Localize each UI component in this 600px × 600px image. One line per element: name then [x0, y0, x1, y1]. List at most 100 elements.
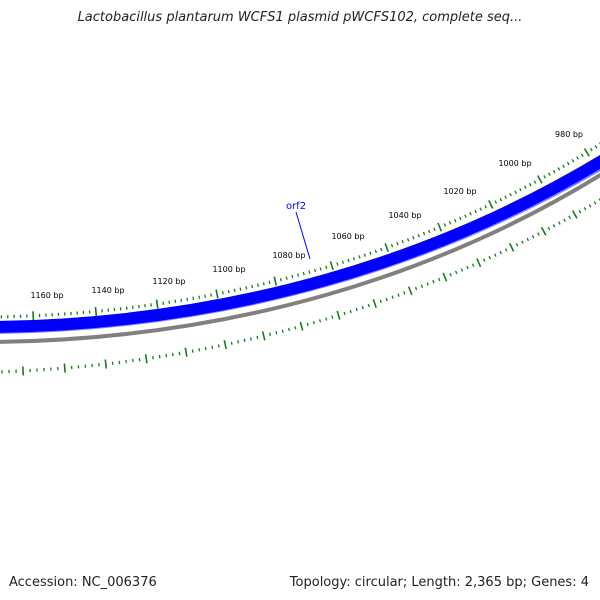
minor-tick [186, 297, 189, 302]
minor-tick [578, 209, 582, 214]
major-tick [508, 242, 515, 252]
minor-tick [331, 315, 334, 319]
minor-tick [233, 288, 236, 293]
minor-tick [363, 253, 367, 257]
minor-tick [488, 255, 491, 260]
minor-tick [484, 205, 487, 209]
minor-tick [251, 284, 254, 289]
minor-tick [243, 338, 246, 343]
minor-tick [210, 293, 213, 297]
major-tick [144, 354, 148, 364]
minor-tick [262, 282, 265, 286]
minor-tick [562, 164, 565, 168]
minor-tick [221, 291, 224, 295]
minor-tick [390, 243, 394, 248]
minor-tick [198, 348, 201, 352]
minor-tick [319, 267, 322, 271]
minor-tick [568, 215, 572, 220]
tick-label-1120: 1120 bp [152, 277, 185, 286]
minor-tick [403, 291, 406, 295]
minor-tick [152, 355, 154, 360]
minor-tick [291, 274, 294, 279]
minor-tick [397, 293, 400, 297]
major-tick [261, 331, 266, 341]
major-tick [540, 226, 547, 236]
tick-label-1000: 1000 bp [498, 159, 531, 168]
minor-tick [158, 354, 161, 359]
minor-tick [279, 277, 283, 282]
minor-tick [217, 344, 220, 348]
minor-tick [432, 280, 435, 284]
tick-label-980: 980 bp [555, 130, 583, 139]
minor-tick [417, 233, 420, 238]
minor-tick [433, 227, 436, 232]
major-tick [437, 222, 443, 232]
summary-label: Topology: circular; Length: 2,365 bp; Ge… [289, 575, 589, 590]
minor-tick [448, 221, 452, 225]
major-tick [215, 289, 219, 299]
minor-tick [576, 156, 579, 160]
minor-tick [198, 295, 201, 299]
minor-tick [414, 286, 418, 291]
minor-tick [455, 270, 458, 275]
minor-tick [174, 299, 177, 304]
minor-tick [427, 229, 431, 234]
minor-tick [466, 265, 469, 270]
major-tick [63, 363, 66, 373]
tick-label-1080: 1080 bp [272, 251, 305, 260]
minor-tick [531, 235, 535, 239]
minor-tick [191, 349, 194, 353]
feature-band-shadow [0, 166, 600, 334]
minor-tick [594, 145, 598, 149]
minor-tick [379, 299, 382, 304]
minor-tick [406, 237, 410, 242]
minor-tick [268, 280, 271, 285]
minor-tick [256, 335, 259, 340]
minor-tick [325, 265, 328, 269]
minor-tick [367, 303, 370, 308]
major-tick [223, 340, 227, 350]
minor-tick [464, 214, 467, 218]
minor-tick [361, 305, 364, 310]
minor-tick [336, 262, 339, 266]
minor-tick [521, 240, 524, 244]
minor-tick [165, 353, 168, 358]
minor-tick [471, 263, 475, 267]
minor-tick [443, 223, 447, 227]
minor-tick [168, 300, 171, 304]
minor-tick [325, 317, 328, 321]
major-tick [184, 347, 188, 357]
minor-tick [547, 226, 551, 231]
minor-tick [449, 273, 452, 277]
minor-tick [509, 192, 512, 197]
minor-tick [237, 340, 240, 344]
orf2-label[interactable]: orf2 [286, 201, 306, 212]
major-tick [372, 298, 377, 309]
minor-tick [437, 277, 441, 282]
minor-tick [138, 357, 141, 362]
minor-tick [514, 190, 517, 194]
major-tick [488, 200, 494, 209]
minor-tick [308, 270, 311, 274]
minor-tick [178, 351, 181, 356]
minor-tick [469, 212, 472, 216]
minor-tick [420, 284, 424, 289]
major-tick [336, 310, 341, 320]
minor-tick [494, 200, 498, 204]
tick-label-1040: 1040 bp [388, 211, 421, 220]
feature-band-orf2[interactable] [0, 154, 600, 333]
minor-tick [483, 258, 486, 262]
major-tick [299, 321, 304, 331]
minor-tick [349, 309, 352, 314]
minor-tick [269, 332, 272, 337]
major-tick [583, 148, 590, 157]
map-title: Lactobacillus plantarum WCFS1 plasmid pW… [77, 10, 523, 25]
minor-tick [204, 346, 207, 351]
minor-tick [306, 322, 309, 327]
major-tick [407, 286, 413, 296]
minor-tick [499, 250, 502, 255]
minor-tick [313, 268, 317, 273]
minor-tick [479, 207, 482, 211]
minor-tick [380, 247, 383, 252]
minor-tick [343, 311, 346, 316]
